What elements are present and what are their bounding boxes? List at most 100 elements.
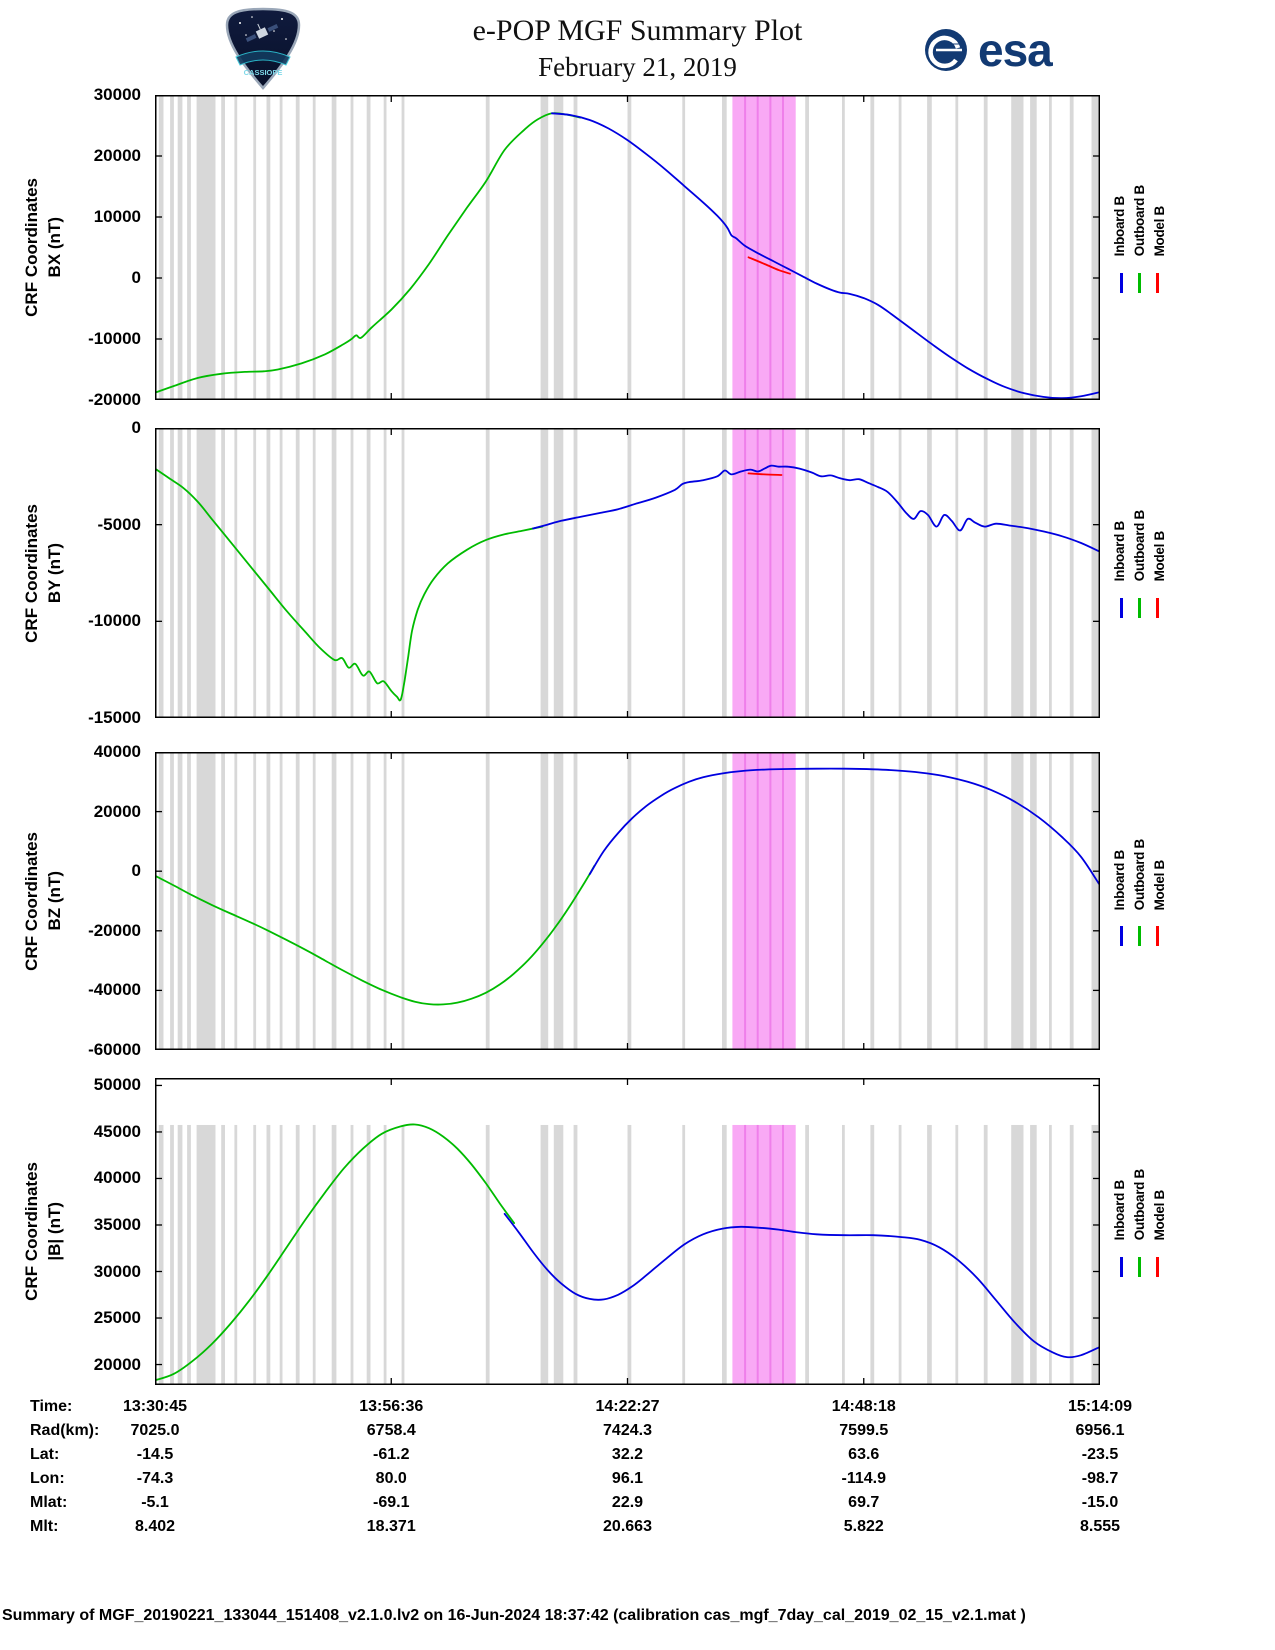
flagged-interval-stripe bbox=[782, 95, 784, 400]
legend-line-swatch-outboard bbox=[1137, 1256, 1141, 1277]
plot-area-btotal bbox=[155, 1078, 1100, 1385]
patch-mission-name: CASSIOPE bbox=[244, 68, 283, 77]
plot-area-bx bbox=[155, 95, 1100, 400]
data-gap-band bbox=[983, 1124, 988, 1385]
curve-outboard-b bbox=[155, 864, 596, 1006]
data-gap-band bbox=[540, 1124, 549, 1385]
data-gap-band bbox=[196, 752, 216, 1050]
data-gap-band bbox=[485, 428, 490, 718]
ephemeris-row-mlt: Mlt: 8.402 18.371 20.663 5.822 8.555 bbox=[0, 1518, 1275, 1542]
y-tick-label: 30000 bbox=[93, 1261, 141, 1281]
data-gap-band bbox=[805, 95, 809, 400]
ephemeris-value: 7424.3 bbox=[603, 1422, 652, 1439]
ephemeris-value: -69.1 bbox=[373, 1494, 410, 1511]
flagged-interval-band bbox=[732, 428, 796, 718]
ephemeris-value: 96.1 bbox=[611, 1470, 644, 1487]
panel-bx: CRF Coordinates BX (nT) 30000 20000 10000 0 -1… bbox=[0, 85, 1275, 409]
data-gap-band bbox=[722, 428, 727, 718]
data-gap-band bbox=[177, 752, 183, 1050]
data-gap-band bbox=[295, 752, 300, 1050]
legend-swatches bbox=[1119, 272, 1159, 293]
data-gap-band bbox=[279, 428, 283, 718]
data-gap-band bbox=[350, 95, 354, 400]
ephemeris-value: 8.555 bbox=[1079, 1518, 1121, 1535]
data-gap-band bbox=[805, 752, 809, 1050]
legend-label-outboard-b: Outboard B bbox=[1131, 838, 1147, 910]
legend-btotal: Inboard B Outboard B Model B bbox=[1106, 1078, 1172, 1385]
data-gap-band bbox=[842, 428, 845, 718]
flagged-interval-stripe bbox=[769, 95, 772, 400]
flagged-interval-stripe bbox=[744, 752, 747, 1050]
y-tick-labels-by: 0 -5000 -10000 -15000 bbox=[0, 418, 147, 727]
data-gap-band bbox=[331, 95, 337, 400]
legend-label-inboard-b: Inboard B bbox=[1111, 196, 1127, 257]
data-gap-band bbox=[221, 428, 225, 718]
ephemeris-row-lat: Lat: -14.5 -61.2 32.2 63.6 -23.5 bbox=[0, 1446, 1275, 1470]
data-gap-band bbox=[682, 752, 686, 1050]
legend-line-swatch-outboard bbox=[1137, 925, 1141, 946]
data-gap-band bbox=[1091, 752, 1099, 1050]
data-gap-band bbox=[1069, 1124, 1074, 1385]
esa-wordmark: esa bbox=[978, 24, 1053, 76]
ephemeris-row-label: Mlt: bbox=[30, 1518, 59, 1535]
flagged-interval-stripe bbox=[782, 428, 784, 718]
data-gap-band bbox=[221, 1124, 225, 1385]
data-gap-band bbox=[401, 95, 405, 400]
flagged-interval-stripe bbox=[782, 1124, 784, 1385]
flagged-interval-stripe bbox=[744, 95, 747, 400]
data-gap-band bbox=[187, 1124, 191, 1385]
data-gap-band bbox=[898, 95, 902, 400]
data-gap-band bbox=[842, 95, 845, 400]
flagged-interval-stripe bbox=[782, 752, 784, 1050]
esa-globe-icon bbox=[925, 29, 967, 71]
ephemeris-value: 6956.1 bbox=[1075, 1422, 1125, 1439]
data-gap-band bbox=[158, 428, 164, 718]
ephemeris-value: 6758.4 bbox=[366, 1422, 416, 1439]
y-tick-label: 45000 bbox=[93, 1121, 141, 1141]
data-gap-band bbox=[1011, 752, 1024, 1050]
data-gap-band bbox=[870, 1124, 875, 1385]
data-gap-band bbox=[253, 1124, 257, 1385]
flagged-interval-band bbox=[732, 1124, 796, 1385]
data-gap-band bbox=[627, 1124, 632, 1385]
ephemeris-value: -15.0 bbox=[1081, 1494, 1119, 1511]
data-gap-band bbox=[234, 1124, 238, 1385]
axes-frame bbox=[155, 1078, 1100, 1385]
ephemeris-value: -14.5 bbox=[136, 1446, 174, 1463]
data-gap-band bbox=[553, 95, 564, 400]
y-tick-label: 35000 bbox=[93, 1214, 141, 1234]
data-gap-band bbox=[177, 95, 183, 400]
curve-model-b bbox=[747, 256, 791, 275]
legend-line-swatch-model bbox=[1155, 597, 1159, 618]
data-gap-band bbox=[805, 1124, 809, 1385]
y-tick-label: -20000 bbox=[88, 920, 141, 940]
panel-btotal: CRF Coordinates |B| (nT) 50000 45000 40000 35… bbox=[0, 1075, 1275, 1385]
ephemeris-row-label: Rad(km): bbox=[30, 1422, 100, 1439]
data-gap-band bbox=[1011, 95, 1024, 400]
data-gap-band bbox=[312, 95, 316, 400]
data-gap-band bbox=[927, 1124, 932, 1385]
data-gap-band bbox=[485, 752, 490, 1050]
ephemeris-value: -74.3 bbox=[136, 1470, 174, 1487]
footer-note: Summary of MGF_20190221_133044_151408_v2… bbox=[2, 1607, 1026, 1624]
data-gap-band bbox=[955, 1124, 959, 1385]
data-gap-band bbox=[221, 752, 225, 1050]
data-gap-band bbox=[366, 428, 371, 718]
curve-inboard-b bbox=[532, 464, 1100, 553]
data-gap-band bbox=[540, 752, 549, 1050]
data-gap-band bbox=[295, 1124, 300, 1385]
ephemeris-value: 5.822 bbox=[843, 1518, 884, 1535]
data-gap-band bbox=[279, 95, 283, 400]
legend-swatches bbox=[1119, 597, 1159, 618]
data-gap-band bbox=[627, 752, 632, 1050]
legend-label-model-b: Model B bbox=[1151, 206, 1167, 257]
data-gap-band bbox=[401, 1124, 405, 1385]
data-gap-band bbox=[383, 1124, 387, 1385]
cassiope-mission-patch-logo: CASSIOPE bbox=[225, 7, 301, 90]
data-gap-band bbox=[870, 95, 875, 400]
data-gap-band bbox=[350, 1124, 354, 1385]
page-title: e-POP MGF Summary Plot bbox=[472, 14, 803, 47]
data-gap-band bbox=[234, 428, 238, 718]
data-gap-band bbox=[158, 1124, 164, 1385]
legend-line-swatch-inboard bbox=[1119, 597, 1123, 618]
